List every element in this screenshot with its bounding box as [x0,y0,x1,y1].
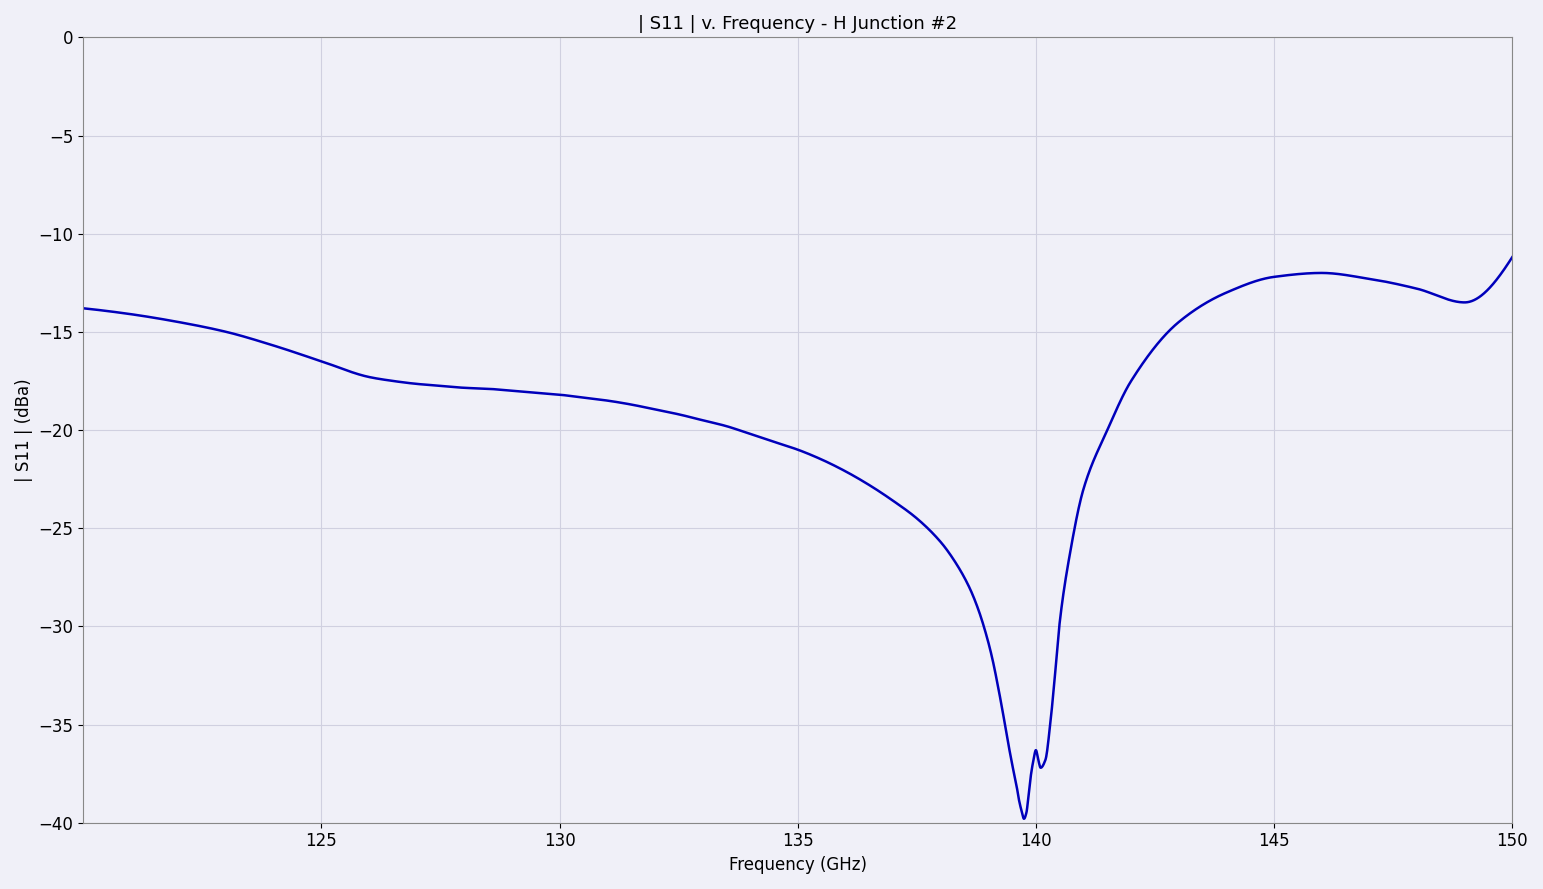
Title: | S11 | v. Frequency - H Junction #2: | S11 | v. Frequency - H Junction #2 [639,15,957,33]
Y-axis label: | S11 | (dBa): | S11 | (dBa) [15,378,32,482]
X-axis label: Frequency (GHz): Frequency (GHz) [728,856,867,874]
